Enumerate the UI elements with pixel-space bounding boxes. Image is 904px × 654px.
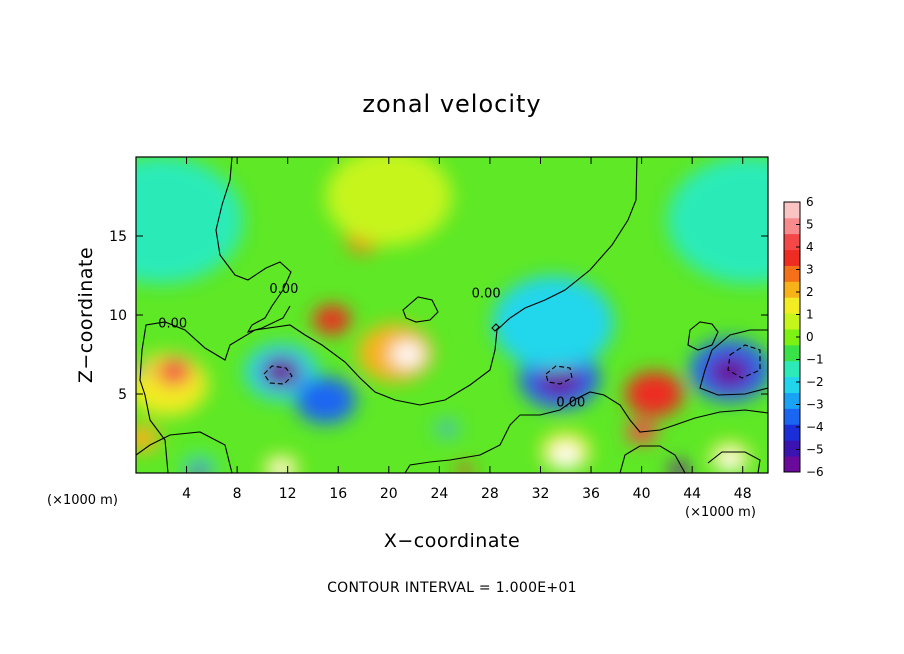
negative-contour-1	[263, 365, 293, 385]
y-tick-label: 10	[109, 308, 127, 324]
field-blob	[666, 157, 768, 284]
field-blob	[550, 443, 581, 468]
zero-contour-right	[699, 329, 768, 396]
colorbar-swatch	[784, 297, 800, 314]
contour-label: 0.00	[269, 282, 298, 297]
x-unit-left: (×1000 m)	[47, 493, 118, 508]
y-axis-label: Z−coordinate	[75, 247, 97, 383]
colorbar-swatch	[784, 265, 800, 282]
colorbar-swatch	[784, 329, 800, 346]
velocity-field	[136, 157, 768, 473]
colorbar-label: 3	[806, 263, 814, 277]
contour-label: 0.00	[472, 287, 501, 302]
negative-contour-3	[727, 344, 761, 379]
x-tick-label: 20	[380, 486, 398, 502]
zero-contour-left	[215, 157, 292, 333]
field-blob	[156, 358, 192, 386]
field-blob	[261, 356, 302, 388]
colorbar-swatch	[784, 408, 800, 425]
colorbar-label: 6	[806, 195, 814, 209]
colorbar-label: 1	[806, 308, 814, 322]
x-unit-right: (×1000 m)	[685, 505, 756, 520]
contour-label: 0.00	[158, 317, 187, 332]
colorbar-label: −3	[806, 398, 824, 412]
colorbar-swatch	[784, 313, 800, 330]
zero-contour-blob-a	[402, 296, 439, 323]
colorbar-swatch	[784, 376, 800, 393]
chart-title: zonal velocity	[362, 90, 541, 118]
x-tick-label: 28	[481, 486, 499, 502]
zero-contour-upper	[139, 157, 638, 473]
colorbar-swatch	[784, 249, 800, 266]
colorbar-label: −1	[806, 353, 824, 367]
colorbar-swatch	[784, 281, 800, 298]
field-blob	[136, 363, 147, 374]
x-tick-label: 48	[734, 486, 752, 502]
colorbar-swatch	[784, 202, 800, 219]
x-tick-label: 32	[532, 486, 550, 502]
colorbar-swatch	[784, 456, 800, 473]
colorbar-swatch	[784, 424, 800, 441]
colorbar-label: −4	[806, 420, 824, 434]
field-blob	[669, 462, 690, 473]
x-tick-label: 24	[430, 486, 448, 502]
field-blob	[295, 376, 356, 424]
colorbar-label: 0	[806, 330, 814, 344]
negative-contour-2	[545, 365, 573, 385]
minor-contour-4	[707, 451, 761, 473]
y-tick-label: 5	[118, 387, 127, 403]
colorbar-swatch	[784, 440, 800, 457]
colorbar: 6 5 4 3 2 1 0 −1 −2 −3 −4 −5 −6	[783, 195, 824, 479]
zero-contour-bottom-left	[136, 431, 233, 473]
field-blob	[391, 341, 425, 368]
field-blob	[325, 157, 452, 246]
zero-contour-lower	[404, 391, 768, 473]
zero-contour-bottom-right	[619, 445, 686, 473]
y-axis-ticks: 5 10 15	[109, 229, 768, 403]
x-axis-label: X−coordinate	[384, 530, 520, 552]
field-blob	[440, 423, 454, 434]
colorbar-swatch	[784, 360, 800, 378]
field-blob	[492, 275, 614, 370]
field-blob	[136, 424, 161, 452]
colorbar-label: 2	[806, 285, 814, 299]
x-tick-label: 4	[182, 486, 191, 502]
x-tick-label: 36	[582, 486, 600, 502]
field-blob	[457, 463, 473, 473]
field-blob	[708, 355, 752, 389]
minor-contour-5	[491, 323, 500, 332]
colorbar-swatch	[784, 344, 800, 362]
x-axis-ticks: 4 8 12 16 20 24 28 32 36 40 44 48	[182, 157, 752, 502]
colorbar-swatch	[784, 217, 800, 235]
colorbar-label: −6	[806, 465, 824, 479]
field-blob	[625, 371, 684, 417]
colorbar-label: 4	[806, 240, 814, 254]
x-tick-label: 40	[633, 486, 651, 502]
field-blob	[136, 157, 244, 284]
colorbar-swatch	[784, 233, 800, 251]
x-tick-label: 12	[279, 486, 297, 502]
zero-contours	[136, 157, 768, 473]
y-tick-label: 15	[109, 229, 127, 245]
zero-contour-blob-b	[687, 321, 719, 351]
contour-label: 0.00	[556, 396, 585, 411]
contour-interval-note: CONTOUR INTERVAL = 1.000E+01	[327, 580, 577, 596]
field-blob	[271, 462, 292, 473]
contour-labels: 0.00 0.00 0.00 0.00	[158, 282, 585, 411]
field-blob	[717, 450, 743, 471]
colorbar-label: 5	[806, 218, 814, 232]
colorbar-swatch	[784, 392, 800, 409]
x-tick-label: 16	[329, 486, 347, 502]
field-blob	[189, 463, 210, 473]
x-tick-label: 8	[233, 486, 242, 502]
colorbar-label: −5	[806, 443, 824, 457]
colorbar-label: −2	[806, 375, 824, 389]
x-tick-label: 44	[683, 486, 701, 502]
field-blob	[312, 305, 351, 335]
